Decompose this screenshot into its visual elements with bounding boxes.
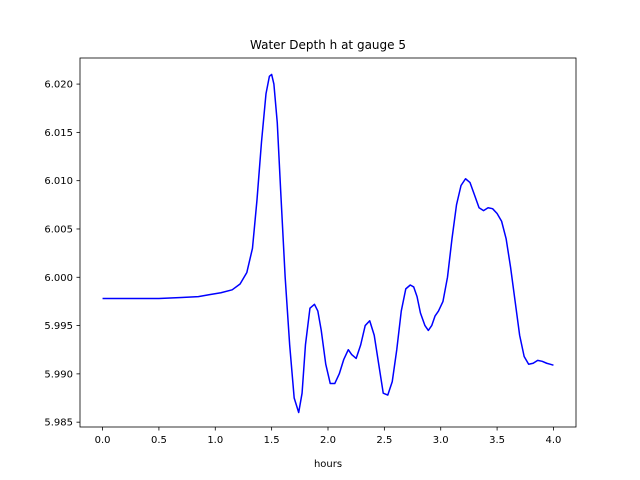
chart-title: Water Depth h at gauge 5 <box>250 38 406 52</box>
x-tick-label: 0.0 <box>95 435 111 446</box>
y-tick-label: 6.010 <box>44 176 73 187</box>
x-tick-label: 3.5 <box>489 435 505 446</box>
y-tick-label: 6.015 <box>44 128 73 139</box>
plot-area <box>79 57 577 428</box>
y-tick-label: 6.020 <box>44 80 73 91</box>
x-tick-label: 1.0 <box>207 435 223 446</box>
x-tick-label: 1.5 <box>264 435 280 446</box>
y-tick-label: 6.000 <box>44 273 73 284</box>
x-tick-label: 3.0 <box>433 435 449 446</box>
y-tick-label: 6.005 <box>44 224 73 235</box>
x-tick-label: 4.0 <box>546 435 562 446</box>
series-line-0 <box>102 73 554 414</box>
y-tick-label: 5.990 <box>44 369 73 380</box>
x-tick-label: 0.5 <box>151 435 167 446</box>
x-axis-label: hours <box>314 459 342 470</box>
y-tick-label: 5.985 <box>44 418 73 429</box>
x-tick-label: 2.5 <box>376 435 392 446</box>
y-axis-ticks: 5.985 5.990 5.995 6.000 6.005 6.010 6.015 6.020 <box>44 80 80 429</box>
x-tick-label: 2.0 <box>320 435 336 446</box>
x-axis-ticks: 0.0 0.5 1.0 1.5 2.0 2.5 3.0 3.5 4.0 <box>95 427 562 446</box>
y-tick-label: 5.995 <box>44 321 73 332</box>
